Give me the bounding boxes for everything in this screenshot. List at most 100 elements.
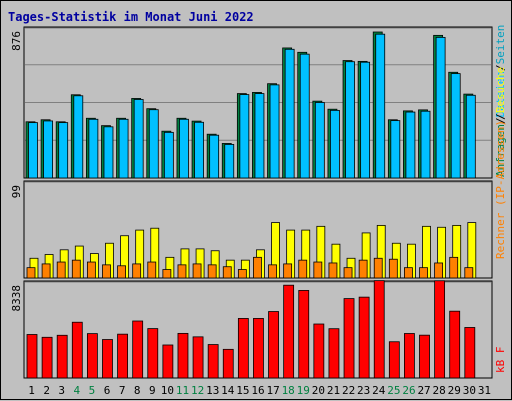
x-label-day: 2 — [43, 384, 50, 397]
bar-dateien — [465, 94, 476, 179]
legend-lower: kB F — [494, 347, 507, 374]
x-label-day: 1 — [28, 384, 35, 397]
chart-title: Tages-Statistik im Monat Juni 2022 — [8, 10, 254, 24]
bar-dateien — [314, 102, 325, 179]
bar-dateien — [254, 93, 265, 179]
bar-kbytes — [358, 296, 370, 379]
bar-rechner — [132, 263, 142, 279]
x-label-day: 17 — [266, 384, 279, 397]
bar-kbytes — [102, 339, 113, 379]
x-label-day: 21 — [327, 384, 340, 397]
y-max-label-upper: 876 — [10, 31, 23, 51]
x-label-day: 23 — [357, 384, 370, 397]
bar-kbytes — [26, 334, 38, 379]
bar-kbytes — [132, 320, 144, 379]
x-label-day: 26 — [402, 384, 415, 397]
bar-rechner — [237, 269, 247, 279]
bar-dateien — [224, 144, 235, 179]
bar-kbytes — [434, 280, 446, 379]
bar-kbytes — [207, 344, 219, 379]
legend-middle-part: / — [494, 113, 507, 120]
bar-kbytes — [313, 323, 325, 379]
legend-upper-part: / — [494, 64, 507, 71]
bar-dateien — [88, 118, 99, 179]
x-label-day: 8 — [134, 384, 141, 397]
bar-dateien — [28, 122, 38, 179]
bar-dateien — [133, 99, 144, 179]
bar-rechner — [147, 261, 157, 279]
x-label-day: 24 — [372, 384, 386, 397]
y-axis-max-labels: 876 99 8338 — [10, 31, 23, 312]
legend-upper-part: / — [494, 117, 507, 124]
bar-rechner — [449, 256, 459, 279]
x-label-day: 31 — [478, 384, 491, 397]
bar-dateien — [405, 111, 416, 179]
bar-dateien — [375, 33, 386, 179]
legend-upper: Anfragen/Dateien/Seiten — [494, 25, 507, 177]
x-label-day: 10 — [161, 384, 174, 397]
bar-kbytes — [177, 332, 189, 379]
bar-dateien — [73, 95, 84, 179]
bar-rechner — [358, 259, 368, 279]
bar-dateien — [148, 109, 159, 179]
bar-kbytes — [404, 333, 415, 379]
bar-rechner — [404, 267, 413, 279]
bar-dateien — [194, 121, 204, 179]
legend-upper-part: Seiten — [494, 25, 507, 65]
bar-kbytes — [147, 328, 159, 379]
x-label-day: 29 — [448, 384, 461, 397]
bar-kbytes — [343, 298, 355, 379]
bar-kbytes — [464, 327, 476, 379]
bar-kbytes — [41, 336, 53, 379]
bar-kbytes — [449, 310, 461, 379]
bar-kbytes — [86, 333, 98, 379]
x-label-day: 14 — [221, 384, 235, 397]
x-label-day: 27 — [417, 384, 430, 397]
bar-kbytes — [373, 280, 385, 379]
bar-rechner — [56, 261, 66, 279]
bar-dateien — [103, 126, 114, 179]
bar-dateien — [269, 84, 280, 179]
bar-rechner — [434, 262, 444, 279]
bar-dateien — [390, 120, 401, 179]
x-label-day: 11 — [176, 384, 189, 397]
bar-rechner — [222, 266, 232, 279]
bar-rechner — [298, 259, 308, 279]
bar-rechner — [41, 263, 51, 279]
bar-rechner — [71, 259, 81, 279]
legend-upper-part: Dateien — [494, 71, 507, 117]
bar-rechner — [102, 264, 111, 279]
bar-dateien — [330, 109, 340, 179]
bar-dateien — [284, 48, 295, 179]
bar-rechner — [373, 257, 383, 279]
bar-dateien — [239, 94, 250, 179]
y-max-label-middle: 99 — [10, 185, 23, 198]
legend-middle-part: Besuche — [494, 67, 507, 113]
bar-kbytes — [56, 334, 68, 379]
bar-dateien — [118, 118, 129, 179]
bar-dateien — [209, 134, 220, 179]
bar-kbytes — [192, 336, 204, 379]
bar-rechner — [86, 261, 96, 279]
bar-dateien — [43, 120, 53, 179]
bar-kbytes — [162, 344, 174, 379]
bar-dateien — [435, 36, 446, 179]
legend-upper-part: Anfragen — [494, 124, 507, 177]
x-label-day: 22 — [342, 384, 355, 397]
x-label-day: 6 — [104, 384, 111, 397]
bar-dateien — [299, 53, 310, 179]
bar-rechner — [26, 267, 36, 279]
x-axis-labels: 1 2 3 4 5 6 7 8 9 10 11 12 13 14 15 16 17 18 19 20 21 22 23 24 2… — [28, 384, 491, 397]
bar-dateien — [163, 131, 174, 179]
bar-kbytes — [419, 334, 430, 379]
bar-kbytes — [237, 318, 249, 379]
x-label-day: 3 — [58, 384, 65, 397]
legend-middle-part: Rechner — [494, 212, 507, 259]
bar-rechner — [464, 267, 474, 279]
y-max-label-lower: 8338 — [10, 285, 23, 312]
bar-dateien — [58, 122, 69, 179]
bar-rechner — [177, 264, 187, 279]
bar-kbytes — [222, 348, 234, 379]
